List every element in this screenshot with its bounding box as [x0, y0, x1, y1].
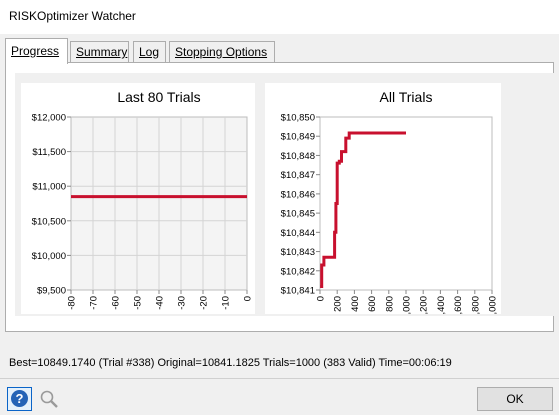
- y-tick-label: $10,842: [281, 266, 315, 277]
- all-trials-chart: All Trials $10,841 $10,842 $10,843 $10,844 $1…: [265, 83, 501, 314]
- series-line: [320, 131, 406, 288]
- y-tick-label: $10,844: [281, 228, 315, 239]
- status-text: Best=10849.1740 (Trial #338) Original=10…: [9, 357, 452, 369]
- y-tick-label: $10,000: [32, 251, 66, 262]
- x-tick-label: -70: [89, 296, 100, 310]
- help-button[interactable]: ?: [7, 387, 32, 411]
- y-tick-label: $10,500: [32, 216, 66, 227]
- x-tick-label: -50: [133, 296, 144, 310]
- y-tick-label: $10,847: [281, 170, 315, 181]
- x-tick-label: 1,600: [453, 296, 464, 314]
- x-tick-label: 0: [316, 296, 327, 301]
- y-tick-label: $12,000: [32, 113, 66, 124]
- tab-log[interactable]: Log: [133, 41, 166, 63]
- x-tick-label: 1,400: [436, 296, 447, 314]
- last-80-trials-chart: Last 80 Trials $9,500 $10,000 $10,500 $11,00…: [21, 83, 255, 314]
- chart-area: Last 80 Trials $9,500 $10,000 $10,500 $11,00…: [15, 73, 556, 316]
- y-tick-label: $10,841: [281, 286, 315, 297]
- chart-title: All Trials: [380, 89, 433, 105]
- y-tick-label: $10,850: [281, 113, 315, 124]
- y-tick-label: $10,845: [281, 209, 315, 220]
- chart-title: Last 80 Trials: [117, 89, 200, 105]
- ok-button[interactable]: OK: [477, 387, 553, 411]
- x-tick-label: 200: [333, 296, 344, 312]
- y-tick-label: $10,849: [281, 132, 315, 143]
- x-tick-label: 800: [384, 296, 395, 312]
- y-tick-label: $11,500: [32, 147, 66, 158]
- x-tick-label: -20: [199, 296, 210, 310]
- progress-panel: Last 80 Trials $9,500 $10,000 $10,500 $11,00…: [5, 62, 556, 332]
- x-tick-label: 600: [367, 296, 378, 312]
- y-tick-label: $9,500: [37, 286, 66, 297]
- window-title: RISKOptimizer Watcher: [9, 9, 136, 23]
- y-tick-label: $10,848: [281, 151, 315, 162]
- x-tick-label: -80: [67, 296, 78, 310]
- x-tick-label: 400: [350, 296, 361, 312]
- y-tick-label: $11,000: [32, 182, 66, 193]
- help-icon: ?: [11, 390, 28, 407]
- x-tick-label: -30: [177, 296, 188, 310]
- plot-area: [319, 116, 493, 291]
- tab-summary[interactable]: Summary: [70, 41, 129, 63]
- x-tick-label: -60: [111, 296, 122, 310]
- x-tick-label: -40: [155, 296, 166, 310]
- x-tick-label: 1,000: [402, 296, 413, 314]
- x-tick-label: 1,200: [419, 296, 430, 314]
- tab-stopping-options[interactable]: Stopping Options: [169, 41, 275, 63]
- tab-progress[interactable]: Progress: [5, 38, 68, 64]
- y-tick-label: $10,843: [281, 247, 315, 258]
- x-tick-label: 0: [243, 296, 254, 301]
- magnifier-icon: [40, 390, 58, 408]
- x-tick-label: -10: [221, 296, 232, 310]
- zoom-button[interactable]: [37, 387, 62, 411]
- x-tick-label: 2,000: [488, 296, 499, 314]
- title-bar[interactable]: RISKOptimizer Watcher: [0, 0, 559, 34]
- x-tick-label: 1,800: [470, 296, 481, 314]
- divider: [0, 378, 559, 379]
- y-tick-label: $10,846: [281, 189, 315, 200]
